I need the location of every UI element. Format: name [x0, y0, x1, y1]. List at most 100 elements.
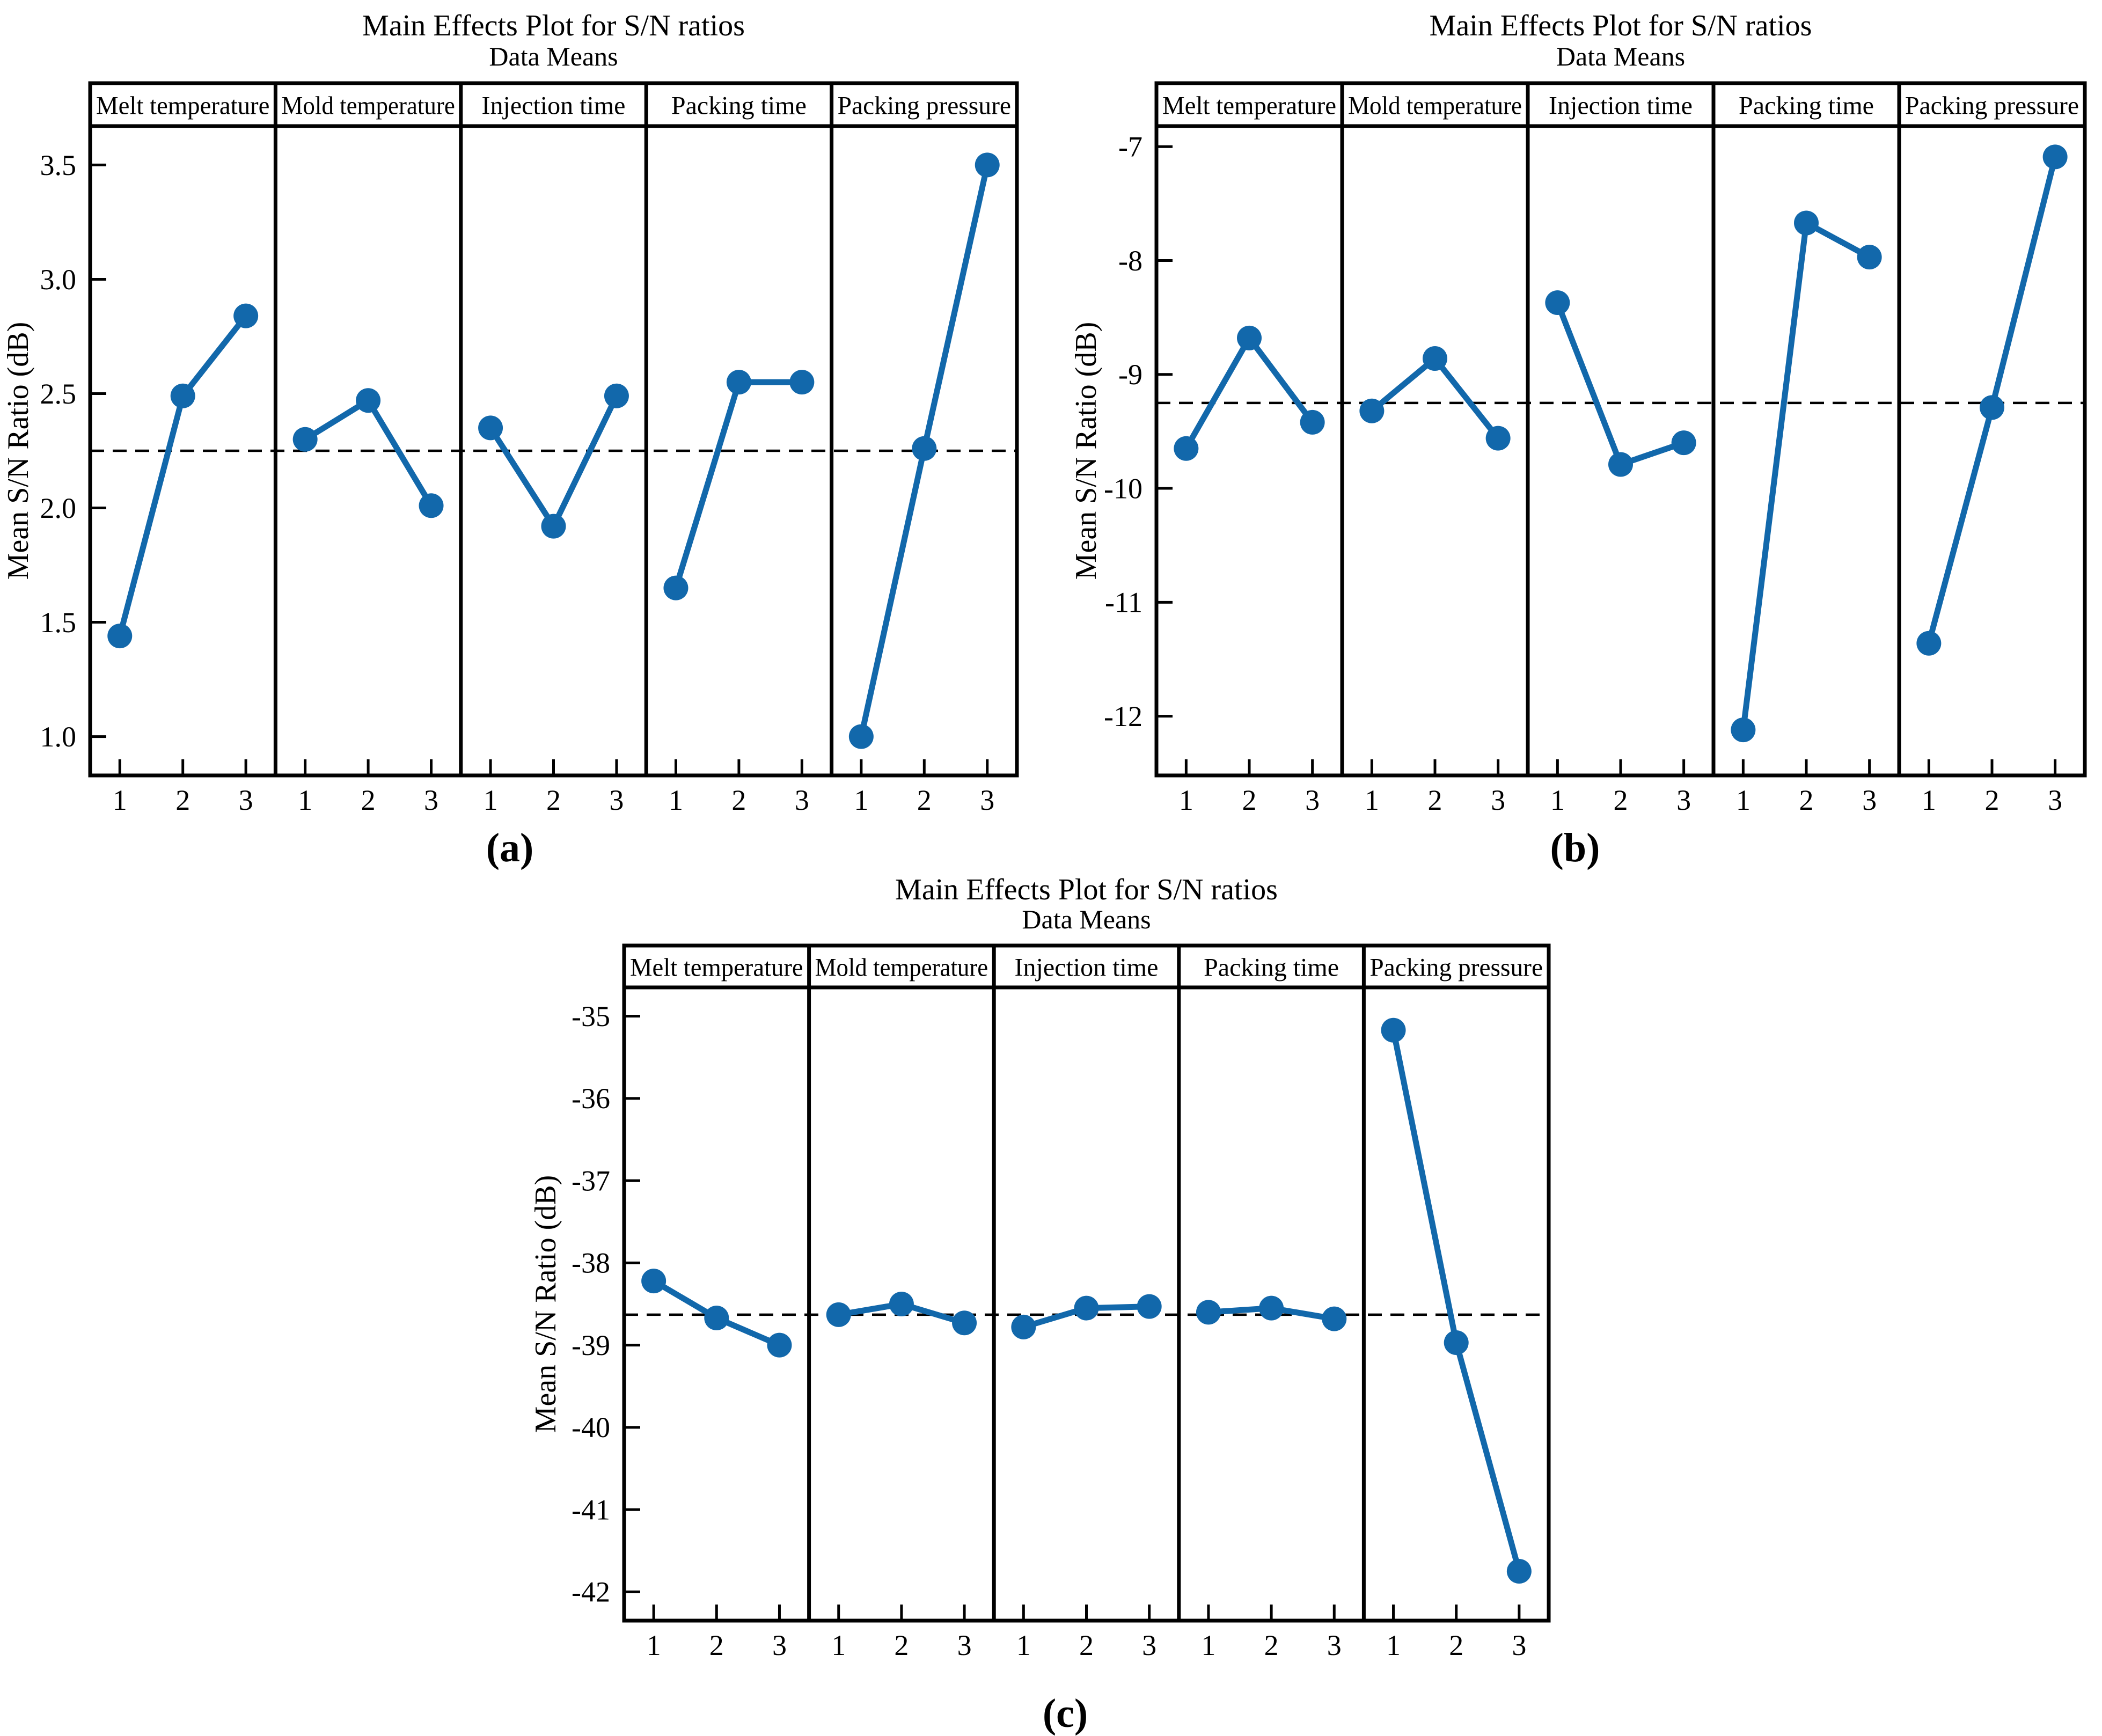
- x-tick-label: 2: [709, 1629, 724, 1661]
- panel-header: Injection time: [482, 91, 626, 120]
- data-point-level-1: [826, 1302, 851, 1327]
- data-point-level-1: [1359, 398, 1385, 423]
- data-point-level-3: [789, 370, 815, 395]
- x-tick-label: 1: [647, 1629, 661, 1661]
- y-tick-label: -10: [1104, 472, 1142, 504]
- data-point-level-1: [1196, 1300, 1221, 1325]
- series-injection-time: [1545, 290, 1696, 477]
- y-tick-label: -8: [1118, 245, 1142, 277]
- panel-header: Packing pressure: [1905, 91, 2079, 120]
- data-line: [1390, 1029, 1522, 1572]
- series-packing-time: [1731, 210, 1882, 743]
- x-tick-label: 1: [1016, 1629, 1031, 1661]
- x-tick-label: 2: [894, 1629, 909, 1661]
- subfigure-label-a: (a): [486, 825, 534, 870]
- panel-header: Packing time: [1739, 91, 1874, 120]
- data-point-level-2: [1074, 1295, 1099, 1321]
- panel-header: Packing time: [671, 91, 807, 120]
- series-melt-temperature: [641, 1269, 792, 1358]
- x-tick-label: 2: [1264, 1629, 1279, 1661]
- series-packing-pressure: [848, 152, 1000, 749]
- series-packing-time: [663, 370, 815, 600]
- x-tick-label: 2: [1079, 1629, 1094, 1661]
- data-point-level-3: [1300, 409, 1325, 435]
- x-tick-label: 3: [957, 1629, 972, 1661]
- x-tick-label: 3: [1305, 784, 1320, 816]
- y-tick-label: -12: [1104, 700, 1142, 733]
- y-tick-label: -35: [572, 1000, 610, 1032]
- y-tick-label: -37: [572, 1164, 610, 1197]
- x-tick-label: 1: [1365, 784, 1379, 816]
- y-tick-label: -41: [572, 1493, 610, 1526]
- data-line: [303, 396, 434, 508]
- series-mold-temperature: [292, 388, 444, 518]
- y-tick-label: -40: [572, 1411, 610, 1444]
- data-point-level-3: [767, 1332, 792, 1358]
- panel-header: Packing time: [1204, 953, 1339, 981]
- data-point-level-1: [1011, 1314, 1036, 1339]
- panel-header: Packing pressure: [1369, 953, 1543, 981]
- y-tick-label: -42: [572, 1576, 610, 1608]
- data-point-level-3: [1671, 430, 1696, 456]
- x-tick-label: 3: [980, 784, 994, 816]
- data-point-level-3: [1137, 1294, 1162, 1319]
- y-tick-label: 3.0: [40, 263, 77, 296]
- data-point-level-3: [952, 1310, 977, 1336]
- x-tick-label: 2: [1242, 784, 1257, 816]
- x-tick-label: 2: [1985, 784, 2000, 816]
- series-injection-time: [478, 383, 629, 539]
- y-tick-label: 2.5: [40, 378, 77, 410]
- y-tick-label: 3.5: [40, 149, 77, 181]
- data-point-level-3: [975, 152, 1000, 178]
- series-packing-pressure: [1916, 144, 2068, 656]
- panel-header: Melt temperature: [96, 91, 269, 120]
- series-mold-temperature: [1359, 346, 1511, 451]
- x-tick-label: 2: [1614, 784, 1628, 816]
- x-tick-label: 3: [609, 784, 624, 816]
- panel-header: Injection time: [1549, 91, 1693, 120]
- x-tick-label: 1: [1201, 1629, 1215, 1661]
- data-point-level-2: [1608, 452, 1633, 477]
- x-tick-label: 1: [854, 784, 868, 816]
- subfigure-label-b: (b): [1550, 825, 1600, 870]
- data-point-level-1: [663, 575, 689, 600]
- x-tick-label: 1: [1386, 1629, 1401, 1661]
- x-tick-label: 2: [917, 784, 932, 816]
- data-point-level-1: [292, 427, 318, 452]
- y-axis-label: Mean S/N Ratio (dB): [1070, 322, 1103, 580]
- x-tick-label: 2: [731, 784, 746, 816]
- y-tick-label: -36: [572, 1082, 610, 1115]
- data-point-level-2: [912, 436, 937, 461]
- x-tick-label: 3: [424, 784, 438, 816]
- data-point-level-2: [541, 514, 566, 539]
- chart-subtitle: Data Means: [1556, 41, 1685, 71]
- y-tick-label: -38: [572, 1247, 610, 1279]
- series-melt-temperature: [1174, 325, 1325, 461]
- x-tick-label: 1: [1179, 784, 1193, 816]
- y-tick-label: -39: [572, 1329, 610, 1361]
- data-line: [1740, 218, 1871, 730]
- y-axis-label: Mean S/N Ratio (dB): [529, 1175, 562, 1433]
- x-tick-label: 1: [669, 784, 683, 816]
- x-tick-label: 2: [361, 784, 376, 816]
- panel-header: Mold temperature: [281, 91, 455, 120]
- chart-border: [622, 943, 1551, 1623]
- series-mold-temperature: [826, 1292, 977, 1336]
- x-tick-label: 3: [1327, 1629, 1342, 1661]
- series-packing-pressure: [1381, 1017, 1532, 1584]
- y-tick-label: -9: [1118, 358, 1142, 391]
- y-tick-label: 1.5: [40, 606, 77, 639]
- data-point-level-3: [1506, 1559, 1532, 1584]
- x-tick-label: 3: [1491, 784, 1505, 816]
- data-line: [1183, 332, 1315, 450]
- x-tick-label: 1: [298, 784, 312, 816]
- x-tick-label: 3: [239, 784, 253, 816]
- x-tick-label: 1: [484, 784, 498, 816]
- data-point-level-1: [107, 624, 133, 649]
- x-tick-label: 3: [2048, 784, 2062, 816]
- y-axis-label: Mean S/N Ratio (dB): [2, 322, 35, 580]
- data-point-level-1: [1731, 717, 1756, 743]
